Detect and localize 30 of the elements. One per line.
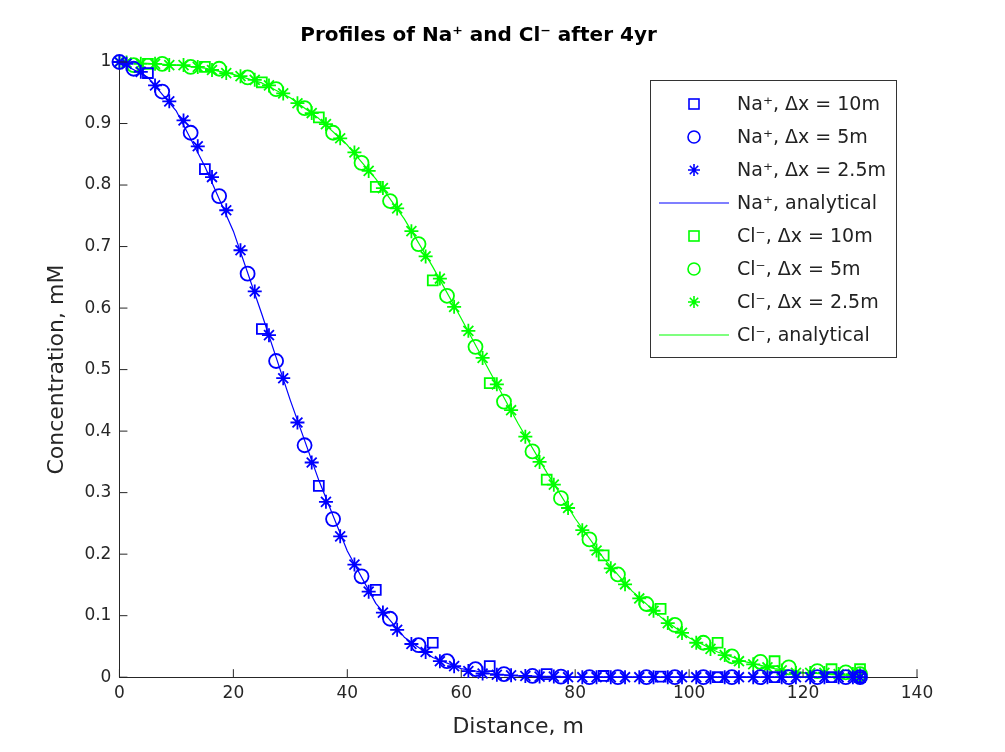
x-tick-label: 100 bbox=[672, 681, 706, 702]
legend-label: Cl⁻, Δx = 2.5m bbox=[737, 289, 879, 314]
y-tick-label: 0.5 bbox=[84, 358, 112, 379]
y-tick-label: 0.3 bbox=[84, 481, 112, 502]
y-tick-label: 0.1 bbox=[84, 604, 112, 625]
x-axis-title: Distance, m bbox=[452, 712, 585, 738]
y-tick-label: 0.7 bbox=[84, 234, 112, 255]
legend-label: Na⁺, Δx = 2.5m bbox=[737, 157, 886, 182]
y-tick-label: 0.2 bbox=[84, 542, 112, 563]
x-tick-label: 0 bbox=[114, 681, 125, 702]
y-tick-label: 0.6 bbox=[84, 296, 112, 317]
legend-label: Cl⁻, Δx = 5m bbox=[737, 256, 861, 281]
chart-title: Profiles of Na⁺ and Cl⁻ after 4yr bbox=[300, 22, 657, 47]
y-tick-label: 0.8 bbox=[84, 173, 112, 194]
legend-label: Na⁺, Δx = 10m bbox=[737, 91, 880, 116]
x-tick-label: 80 bbox=[564, 681, 587, 702]
y-tick-label: 0 bbox=[100, 665, 112, 686]
x-tick-label: 60 bbox=[450, 681, 473, 702]
legend-label: Na⁺, Δx = 5m bbox=[737, 124, 868, 149]
y-axis-title: Concentration, mM bbox=[42, 264, 68, 475]
y-tick-label: 0.9 bbox=[84, 111, 112, 132]
x-tick-label: 140 bbox=[900, 681, 934, 702]
y-tick-label: 0.4 bbox=[84, 419, 112, 440]
x-tick-label: 120 bbox=[786, 681, 820, 702]
legend-label: Cl⁻, Δx = 10m bbox=[737, 223, 873, 248]
legend-label: Cl⁻, analytical bbox=[737, 322, 870, 347]
x-tick-label: 40 bbox=[336, 681, 359, 702]
x-tick-label: 20 bbox=[222, 681, 245, 702]
legend-label: Na⁺, analytical bbox=[737, 190, 877, 215]
y-tick-label: 1 bbox=[100, 50, 112, 71]
